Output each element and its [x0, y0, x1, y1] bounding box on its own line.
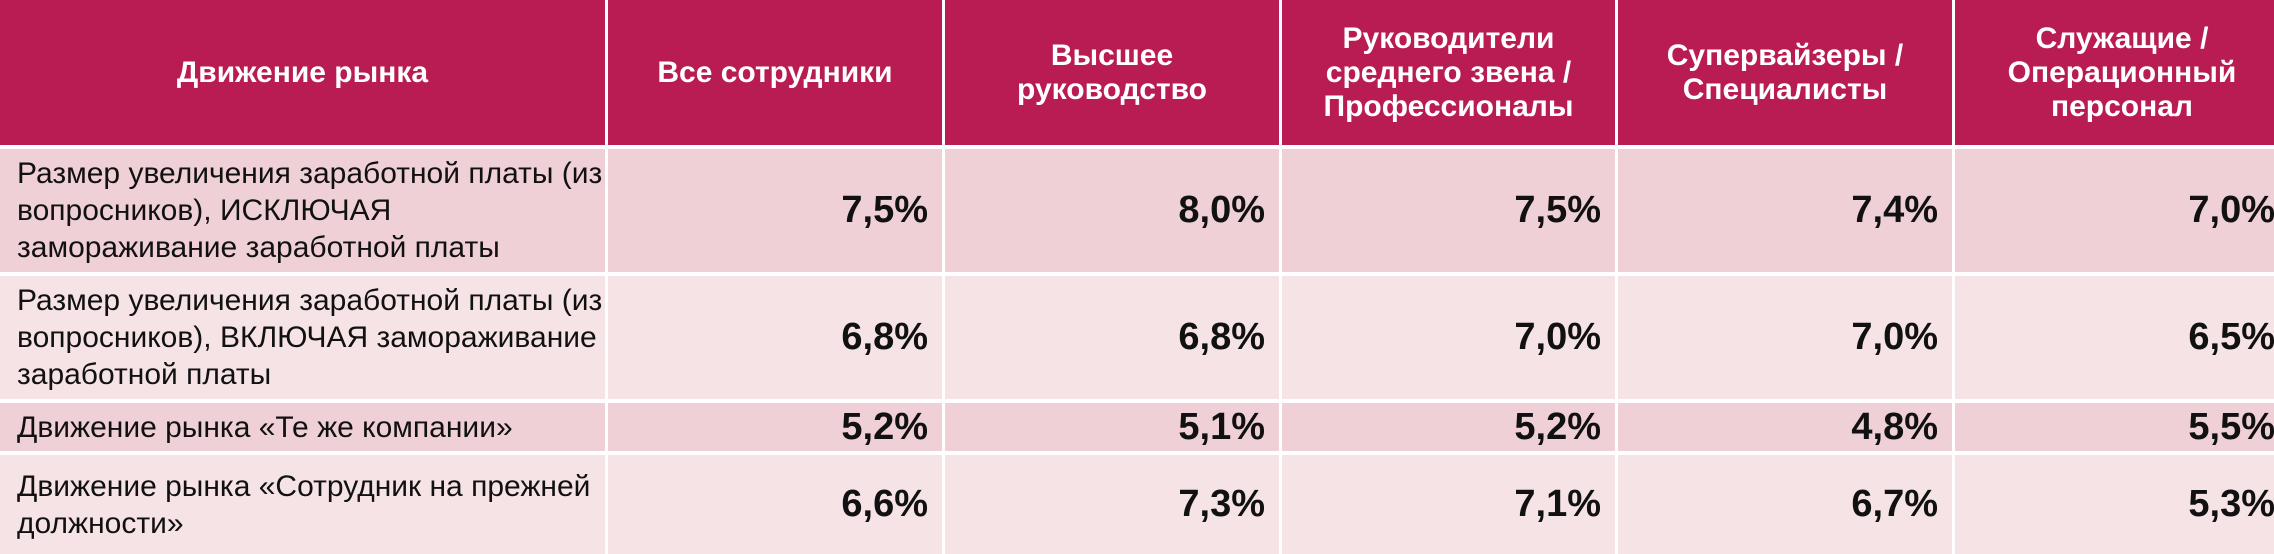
table-cell: 6,6%	[608, 455, 942, 554]
table-cell: 5,1%	[945, 403, 1279, 451]
table-cell: 7,0%	[1618, 276, 1952, 399]
table-cell: 6,8%	[945, 276, 1279, 399]
row-label-including-freeze: Размер увеличения заработной платы (из в…	[0, 276, 605, 399]
row-label-same-companies: Движение рынка «Те же компании»	[0, 403, 605, 451]
table-cell: 8,0%	[945, 149, 1279, 272]
header-market-movement: Движение рынка	[0, 0, 605, 145]
table-cell: 7,3%	[945, 455, 1279, 554]
row-label-excluding-freeze: Размер увеличения заработной платы (из в…	[0, 149, 605, 272]
header-employees-operational: Служащие / Операционный персонал	[1955, 0, 2274, 145]
table-cell: 6,7%	[1618, 455, 1952, 554]
table-cell: 7,0%	[1282, 276, 1615, 399]
header-supervisors: Супервайзеры / Специалисты	[1618, 0, 1952, 145]
header-top-management: Высшее руководство	[945, 0, 1279, 145]
table-cell: 5,2%	[1282, 403, 1615, 451]
table-cell: 5,2%	[608, 403, 942, 451]
header-all-employees: Все сотрудники	[608, 0, 942, 145]
header-middle-managers: Руководители среднего звена / Профессион…	[1282, 0, 1615, 145]
table-cell: 6,8%	[608, 276, 942, 399]
table-cell: 5,5%	[1955, 403, 2274, 451]
table-cell: 7,5%	[1282, 149, 1615, 272]
table-cell: 5,3%	[1955, 455, 2274, 554]
table-cell: 7,4%	[1618, 149, 1952, 272]
row-label-same-position: Движение рынка «Сотрудник на прежней дол…	[0, 455, 605, 554]
table-cell: 7,5%	[608, 149, 942, 272]
table-cell: 7,1%	[1282, 455, 1615, 554]
table-cell: 6,5%	[1955, 276, 2274, 399]
table-cell: 4,8%	[1618, 403, 1952, 451]
table-cell: 7,0%	[1955, 149, 2274, 272]
